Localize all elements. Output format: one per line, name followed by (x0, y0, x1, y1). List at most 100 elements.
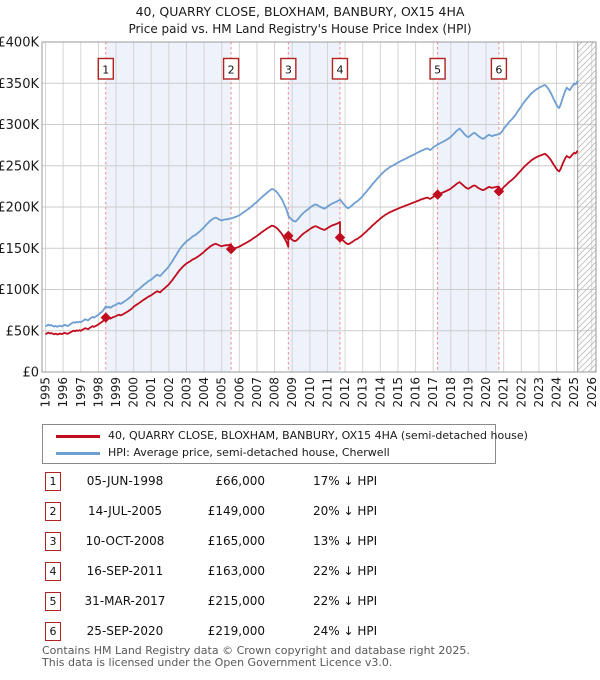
x-tick-label: 1999 (109, 377, 123, 408)
x-tick-label: 2024 (550, 377, 564, 408)
y-tick-label: £200K (0, 201, 39, 216)
x-tick-label: 2017 (426, 377, 440, 408)
sale-number-box (429, 57, 446, 80)
sale-number-label: 1 (102, 64, 109, 77)
footer-line-2: This data is licensed under the Open Gov… (42, 655, 393, 669)
y-tick-label: £300K (0, 118, 39, 133)
y-tick-label: £400K (0, 36, 39, 51)
x-tick-label: 2001 (144, 377, 158, 408)
hpi-line (44, 80, 579, 328)
sale-price: £66,000 (215, 474, 265, 488)
x-tick-label: 2012 (338, 377, 352, 408)
sale-number-badge: 1 (45, 472, 61, 491)
sale-number-label: 3 (285, 64, 292, 77)
x-tick-label: 2010 (303, 377, 317, 408)
sale-pct-vs-hpi: 24% ↓ HPI (313, 624, 378, 638)
page-subtitle: Price paid vs. HM Land Registry's House … (128, 22, 472, 36)
x-tick-label: 2015 (391, 377, 405, 408)
footer-line-1: Contains HM Land Registry data © Crown c… (42, 644, 470, 657)
sale-row-3: 3 10-OCT-2008 £165,000 13% ↓ HPI (45, 532, 565, 554)
price-chart: 1 2 3 4 5 6 £0 £50K £100K £150K £200K £250K £300K £35… (0, 36, 599, 408)
sale-price: £219,000 (207, 624, 265, 638)
x-tick-label: 2013 (356, 377, 370, 408)
legend-item-price-paid: 40, QUARRY CLOSE, BLOXHAM, BANBURY, OX15… (43, 428, 528, 444)
x-tick-label: 2011 (320, 377, 334, 408)
sale-pct-vs-hpi: 22% ↓ HPI (313, 594, 378, 608)
sale-number-badge: 2 (45, 502, 61, 521)
future-hatch-region (577, 42, 596, 372)
x-tick-label: 2022 (514, 377, 528, 408)
sale-number-box (490, 57, 508, 80)
sale-pct-vs-hpi: 22% ↓ HPI (313, 564, 378, 578)
sale-marker (432, 189, 443, 200)
sale-date: 31-MAR-2017 (84, 594, 166, 608)
x-tick-label: 2004 (197, 377, 211, 408)
x-tick-label: 2000 (127, 377, 141, 408)
sale-number-label: 2 (228, 64, 235, 77)
sale-price: £165,000 (207, 534, 265, 548)
sale-number-box (280, 57, 297, 80)
x-tick-label: 2006 (232, 377, 246, 408)
sale-marker (225, 243, 237, 255)
x-tick-label: 2007 (250, 377, 264, 408)
sale-date: 05-JUN-1998 (86, 474, 164, 488)
sale-pct-vs-hpi: 17% ↓ HPI (313, 474, 378, 488)
price-line-swatch (56, 435, 100, 438)
sale-number-badge: 5 (45, 592, 61, 611)
legend-label-price-paid: 40, QUARRY CLOSE, BLOXHAM, BANBURY, OX15… (108, 429, 528, 442)
page-title: 40, QUARRY CLOSE, BLOXHAM, BANBURY, OX15… (135, 4, 465, 19)
x-tick-label: 2008 (268, 377, 282, 408)
x-tick-label: 2016 (409, 377, 423, 408)
x-tick-label: 2002 (162, 377, 176, 408)
sale-date: 16-SEP-2011 (86, 564, 164, 578)
sale-number-badge: 4 (45, 562, 61, 581)
sale-marker (334, 232, 346, 243)
x-tick-label: 2018 (444, 377, 458, 408)
x-tick-label: 2021 (497, 377, 511, 408)
price-paid-line (44, 150, 579, 336)
x-tick-label: 2026 (585, 377, 599, 408)
sale-marker (493, 186, 505, 197)
sale-marker (283, 230, 294, 242)
sale-pct-vs-hpi: 20% ↓ HPI (313, 504, 378, 518)
legend-label-hpi: HPI: Average price, semi-detached house,… (108, 446, 390, 459)
sale-number-badge: 6 (45, 622, 61, 641)
sale-row-5: 5 31-MAR-2017 £215,000 22% ↓ HPI (45, 592, 565, 614)
sale-row-4: 4 16-SEP-2011 £163,000 22% ↓ HPI (45, 562, 565, 584)
sale-date: 14-JUL-2005 (88, 504, 162, 518)
x-tick-label: 2025 (567, 377, 581, 408)
y-tick-label: £150K (0, 242, 39, 257)
y-tick-label: £100K (0, 283, 39, 298)
sale-row-2: 2 14-JUL-2005 £149,000 20% ↓ HPI (45, 502, 565, 524)
sale-date: 10-OCT-2008 (85, 534, 165, 548)
x-tick-label: 2020 (479, 377, 493, 408)
sale-number-box (331, 57, 349, 80)
x-tick-label: 2009 (285, 377, 299, 408)
y-tick-label: £350K (0, 77, 39, 92)
sale-number-label: 6 (495, 64, 502, 77)
y-tick-label: £0 (22, 366, 39, 381)
x-tick-label: 1998 (91, 377, 105, 408)
chart-legend: 40, QUARRY CLOSE, BLOXHAM, BANBURY, OX15… (42, 424, 528, 464)
x-tick-label: 2019 (461, 377, 475, 408)
sale-number-badge: 3 (45, 532, 61, 551)
sale-number-box (222, 57, 240, 80)
x-tick-label: 1995 (39, 377, 53, 408)
sale-row-1: 1 05-JUN-1998 £66,000 17% ↓ HPI (45, 472, 565, 494)
sale-number-box (97, 57, 114, 80)
hpi-line-swatch (56, 452, 100, 455)
sale-pct-vs-hpi: 13% ↓ HPI (313, 534, 378, 548)
sale-number-label: 4 (336, 64, 343, 77)
x-tick-label: 1996 (56, 377, 70, 408)
footer: Contains HM Land Registry data © Crown c… (42, 645, 470, 668)
x-tick-label: 2023 (532, 377, 546, 408)
y-tick-label: £50K (6, 324, 40, 339)
y-tick-label: £250K (0, 159, 39, 174)
sale-price: £163,000 (207, 564, 265, 578)
sale-price: £149,000 (207, 504, 265, 518)
x-tick-label: 2003 (179, 377, 193, 408)
sale-row-6: 6 25-SEP-2020 £219,000 24% ↓ HPI (45, 622, 565, 644)
sale-marker (100, 312, 111, 323)
x-tick-label: 2005 (215, 377, 229, 408)
